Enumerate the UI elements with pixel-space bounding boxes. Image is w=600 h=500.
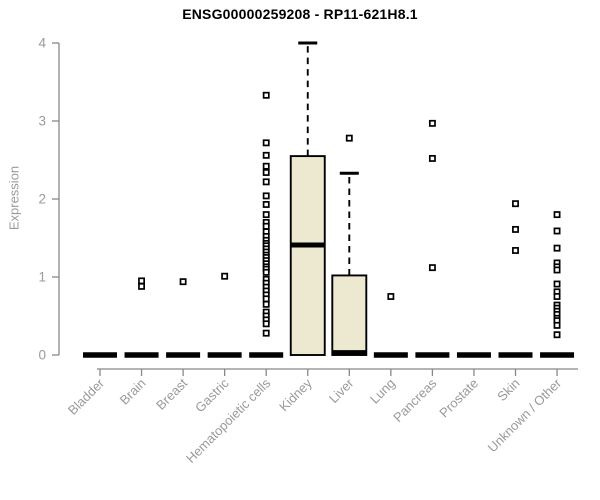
x-category-label: Brain xyxy=(117,376,149,408)
box-collapsed xyxy=(124,352,159,358)
x-category-label: Kidney xyxy=(276,375,315,414)
outlier-point xyxy=(262,91,270,99)
box-collapsed xyxy=(249,352,284,358)
outlier-point xyxy=(262,201,270,208)
x-category-label: Skin xyxy=(494,376,522,404)
outlier-point xyxy=(553,321,561,329)
box xyxy=(331,274,368,356)
y-tick-label: 3 xyxy=(38,114,46,129)
box-collapsed xyxy=(373,352,408,358)
box-collapsed xyxy=(415,352,450,358)
x-category-label: Pancreas xyxy=(390,375,440,425)
outlier-point xyxy=(179,278,187,286)
outlier-point xyxy=(262,151,270,159)
outlier-point xyxy=(553,293,561,300)
outlier-point xyxy=(512,225,519,233)
outlier-point xyxy=(428,264,436,272)
outlier-point xyxy=(262,320,270,328)
outlier-point xyxy=(553,244,561,252)
outlier-point xyxy=(262,169,270,176)
x-category-label: Liver xyxy=(326,375,357,406)
outlier-point xyxy=(262,192,270,200)
box-collapsed xyxy=(540,352,575,358)
x-category-label: Lung xyxy=(367,376,398,407)
box-collapsed xyxy=(456,352,491,358)
y-tick-label: 4 xyxy=(38,36,46,51)
outlier-point xyxy=(138,277,145,285)
outlier-point xyxy=(221,272,229,280)
outlier-point xyxy=(428,119,436,127)
outlier-point xyxy=(345,134,353,142)
x-category-label: Gastric xyxy=(192,375,232,415)
x-category-label: Breast xyxy=(153,375,190,412)
outlier-point xyxy=(553,331,561,339)
outlier-point xyxy=(262,329,270,337)
outlier-point xyxy=(262,178,270,186)
outlier-point xyxy=(553,211,561,219)
box xyxy=(289,155,326,356)
outlier-point xyxy=(262,300,270,308)
outlier-point xyxy=(262,295,270,303)
outlier-point xyxy=(138,282,145,290)
box-collapsed xyxy=(207,352,242,358)
box-collapsed xyxy=(166,352,201,358)
box-collapsed xyxy=(83,352,117,358)
outlier-point xyxy=(553,266,561,274)
outlier-point xyxy=(387,293,395,300)
outlier-point xyxy=(428,154,436,162)
box-collapsed xyxy=(498,352,533,358)
outlier-point xyxy=(262,211,270,219)
outlier-point xyxy=(512,200,519,208)
y-tick-label: 2 xyxy=(38,192,46,207)
x-category-label: Unknown / Other xyxy=(485,375,565,455)
x-category-label: Prostate xyxy=(436,376,481,421)
y-tick-label: 0 xyxy=(38,348,46,363)
outlier-point xyxy=(512,247,519,254)
outlier-point xyxy=(553,280,561,288)
outlier-point xyxy=(262,162,270,170)
chart-title: ENSG00000259208 - RP11-621H8.1 xyxy=(182,6,418,22)
y-tick-label: 1 xyxy=(38,270,46,285)
outlier-point xyxy=(262,139,270,147)
outlier-point xyxy=(262,268,270,276)
x-category-label: Bladder xyxy=(65,375,108,418)
outlier-point xyxy=(553,227,561,235)
outlier-point xyxy=(262,222,270,230)
